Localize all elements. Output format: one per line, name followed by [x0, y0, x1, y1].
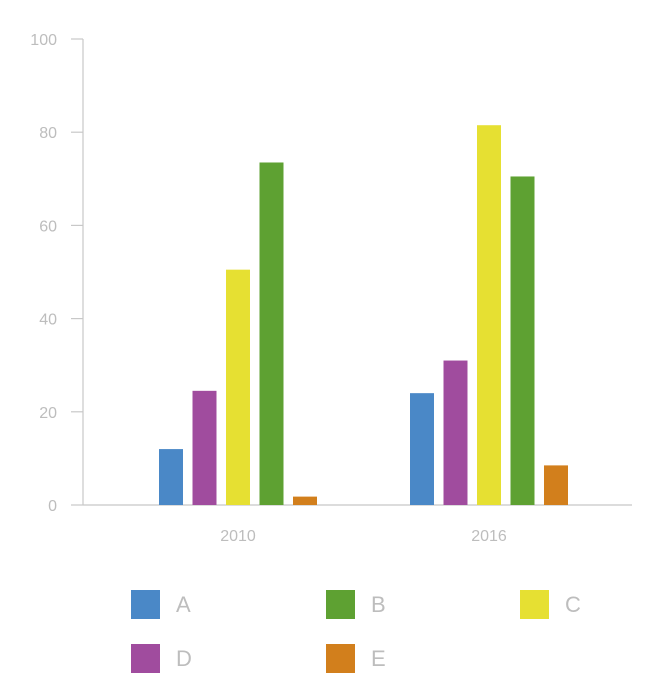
bar-d-2010: [192, 390, 217, 505]
bar-e-2016: [544, 465, 568, 505]
bar-c-2010: [226, 269, 250, 505]
bar-chart: 0 20 40 60 80 100 2010 2016: [30, 32, 632, 545]
bars: [159, 125, 568, 506]
y-tick-label: 80: [39, 125, 57, 142]
legend-item-e: E: [326, 644, 386, 673]
axis-labels: 0 20 40 60 80 100 2010 2016: [30, 32, 507, 545]
bar-a-2016: [410, 393, 434, 505]
x-tick-label: 2016: [471, 528, 507, 545]
axes: [71, 38, 632, 506]
x-tick-label: 2010: [220, 528, 256, 545]
legend-swatch: [520, 590, 549, 619]
legend-label: B: [371, 591, 386, 617]
bar-a-2010: [159, 449, 183, 505]
legend-item-c: C: [520, 590, 581, 619]
legend-swatch: [326, 644, 355, 673]
legend-item-b: B: [326, 590, 386, 619]
legend-label: C: [565, 591, 581, 617]
y-tick-label: 40: [39, 312, 57, 329]
bar-e-2010: [293, 496, 317, 505]
legend-swatch: [326, 590, 355, 619]
y-tick-label: 20: [39, 405, 57, 422]
legend-label: A: [176, 591, 191, 617]
legend-item-a: A: [131, 590, 191, 619]
legend-item-d: D: [131, 644, 192, 673]
legend-label: E: [371, 645, 386, 671]
legend-swatch: [131, 590, 160, 619]
y-tick-label: 0: [48, 498, 57, 515]
bar-b-2010: [259, 162, 284, 506]
legend: A B C D E: [0, 585, 670, 685]
y-tick-label: 60: [39, 218, 57, 235]
legend-swatch: [131, 644, 160, 673]
bar-b-2016: [510, 176, 535, 505]
bar-c-2016: [477, 125, 501, 506]
bar-d-2016: [443, 360, 468, 505]
y-tick-label: 100: [30, 32, 57, 49]
legend-label: D: [176, 645, 192, 671]
